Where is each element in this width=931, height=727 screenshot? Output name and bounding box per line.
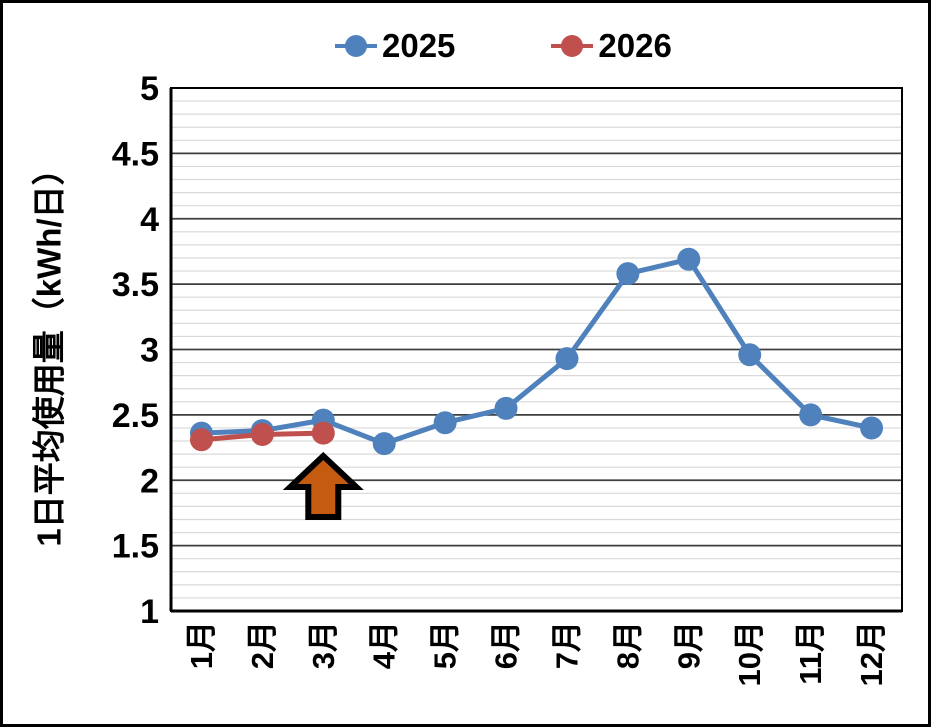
x-tick-label: 11月 <box>793 621 828 685</box>
x-tick-label: 2月 <box>245 621 280 669</box>
legend-dot-icon <box>561 35 584 57</box>
y-tick-label: 2 <box>140 462 159 500</box>
data-point-2026 <box>189 428 213 452</box>
data-point-2025 <box>616 262 640 286</box>
x-tick-label: 3月 <box>306 621 341 669</box>
y-tick-label: 5 <box>140 70 159 108</box>
y-tick-label: 4.5 <box>112 135 159 173</box>
data-point-2025 <box>860 416 884 440</box>
legend-item-2026[interactable]: 2026 <box>551 27 672 64</box>
legend-marker-2025 <box>335 34 377 57</box>
y-tick-label: 3.5 <box>112 266 159 304</box>
data-point-2025 <box>738 343 762 367</box>
x-tick-label: 9月 <box>671 621 706 669</box>
x-tick-label: 6月 <box>489 621 524 669</box>
y-axis-title: 1日平均使用量（kWh/日） <box>31 152 68 546</box>
x-tick-label: 8月 <box>610 621 645 669</box>
y-tick-label: 3 <box>140 332 159 370</box>
data-point-2025 <box>372 432 396 456</box>
x-tick-label: 5月 <box>428 621 463 669</box>
legend-label-2026: 2026 <box>598 27 672 64</box>
data-point-2026 <box>311 421 335 445</box>
legend-dot-icon <box>345 35 367 57</box>
legend-marker-2026 <box>551 34 594 57</box>
up-arrow-annotation <box>282 451 364 520</box>
y-tick-label: 2.5 <box>112 397 159 435</box>
y-tick-label: 4 <box>140 201 159 239</box>
data-point-2025 <box>494 396 518 420</box>
y-tick-label: 1.5 <box>112 528 159 566</box>
data-point-2026 <box>250 422 274 446</box>
legend-item-2025[interactable]: 2025 <box>335 29 455 62</box>
data-point-2025 <box>677 247 701 271</box>
data-point-2025 <box>799 403 823 427</box>
data-point-2025 <box>555 347 579 371</box>
x-tick-label: 10月 <box>732 621 767 686</box>
x-tick-label: 4月 <box>367 621 402 669</box>
chart-legend: 2025 2026 <box>335 29 672 62</box>
x-tick-label: 12月 <box>854 621 889 686</box>
x-tick-label: 7月 <box>549 621 584 669</box>
x-tick-label: 1月 <box>184 621 219 669</box>
legend-label-2025: 2025 <box>382 27 456 64</box>
series-line-2025 <box>198 256 875 447</box>
y-tick-label: 1 <box>140 593 159 631</box>
data-point-2025 <box>433 411 457 435</box>
